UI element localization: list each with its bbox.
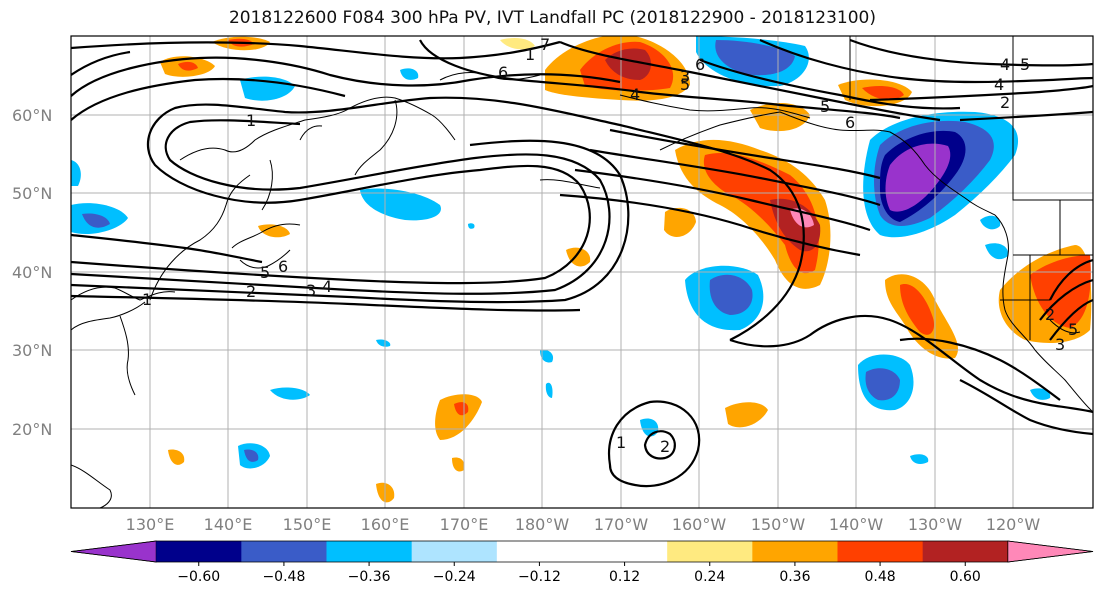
colorbar-outline — [70, 540, 1094, 563]
contour-label: 1 — [246, 111, 256, 130]
lon-label: 170°E — [440, 515, 489, 534]
colorbar-tick-label: −0.36 — [348, 569, 391, 585]
colorbar-tick-label: −0.48 — [262, 569, 305, 585]
lon-label: 140°E — [204, 515, 253, 534]
lon-label: 150°W — [751, 515, 806, 534]
colorbar-tick-label: 0.60 — [950, 569, 981, 585]
colorbar-swatch — [667, 541, 753, 562]
contour-label: 6 — [278, 257, 288, 276]
map-title: 2018122600 F084 300 hPa PV, IVT Landfall… — [228, 8, 876, 28]
colorbar-swatch — [837, 541, 924, 562]
contour-label: 2 — [660, 437, 670, 456]
contour-label: 6 — [695, 55, 705, 74]
colorbar-tick-label: −0.60 — [177, 569, 220, 585]
contour-label: 1 — [142, 290, 152, 309]
colorbar-swatch — [1007, 540, 1094, 563]
lat-label: 60°N — [12, 106, 52, 125]
latitude-labels: 60°N 50°N 40°N 30°N 20°N — [12, 106, 52, 439]
lat-label: 50°N — [12, 184, 52, 203]
contour-label: 5 — [1020, 55, 1030, 74]
colorbar-swatch — [752, 541, 838, 562]
contour-label: 6 — [498, 63, 508, 82]
lon-label: 140°W — [829, 515, 884, 534]
colorbar-tick-label: −0.24 — [433, 569, 476, 585]
lon-label: 170°W — [594, 515, 649, 534]
map-frame — [70, 35, 1094, 509]
contour-label: 2 — [246, 282, 256, 301]
colorbar-swatch — [326, 541, 413, 562]
colorbar-tick-label: 0.36 — [779, 569, 810, 585]
contour-label: 5 — [1068, 320, 1078, 339]
contour-label: 4 — [1000, 55, 1010, 74]
colorbar-tick-label: −0.12 — [518, 569, 561, 585]
lat-label: 30°N — [12, 341, 52, 360]
colorbar-tick-label: 0.24 — [694, 569, 725, 585]
lon-label: 130°W — [908, 515, 963, 534]
contour-label: 3 — [306, 281, 316, 300]
lat-label: 40°N — [12, 263, 52, 282]
lon-label: 130°E — [126, 515, 175, 534]
contour-label: 7 — [540, 35, 550, 54]
contour-label: 4 — [322, 277, 332, 296]
longitude-labels: 130°E 140°E 150°E 160°E 170°E 180°W 170°… — [126, 515, 1041, 534]
colorbar-swatch — [582, 541, 668, 562]
contour-label: 3 — [680, 67, 690, 86]
lon-label: 180°W — [515, 515, 570, 534]
contour-label: 5 — [680, 75, 690, 94]
contour-label: 6 — [845, 113, 855, 132]
contour-label: 1 — [525, 45, 535, 64]
contour-label: 2 — [1045, 305, 1055, 324]
colorbar-swatch — [241, 541, 327, 562]
colorbar-swatch — [411, 541, 498, 562]
colorbar-swatch — [496, 541, 583, 562]
contour-label: 4 — [630, 85, 640, 104]
lat-label: 20°N — [12, 420, 52, 439]
contour-label: 5 — [820, 97, 830, 116]
contour-labels: 1 6 7 5 1 4 6 5 6 2 3 4 5 6 5 2 3 4 1 1 … — [142, 35, 1078, 456]
lon-label: 150°E — [283, 515, 332, 534]
pv-contours — [71, 38, 1093, 488]
colorbar-swatch — [70, 540, 157, 563]
lon-label: 160°W — [672, 515, 727, 534]
contour-label: 5 — [260, 263, 270, 282]
coastlines — [71, 36, 1093, 508]
colorbar-tick-label: 0.48 — [864, 569, 895, 585]
contour-label: 2 — [1000, 93, 1010, 112]
colorbar-swatch — [156, 541, 242, 562]
colorbar: −0.60 −0.48 −0.36 −0.24 −0.12 0.12 0.24 0.36 0.4… — [70, 540, 1094, 585]
map-area: 1 6 7 5 1 4 6 5 6 2 3 4 5 6 5 2 3 4 1 1 … — [71, 35, 1093, 508]
colorbar-tick-label: 0.12 — [609, 569, 640, 585]
lon-label: 120°W — [986, 515, 1041, 534]
colorbar-swatch — [922, 541, 1009, 562]
contour-label: 3 — [1055, 335, 1065, 354]
contour-label: 4 — [994, 75, 1004, 94]
lon-label: 160°E — [361, 515, 410, 534]
contour-label: 1 — [616, 433, 626, 452]
